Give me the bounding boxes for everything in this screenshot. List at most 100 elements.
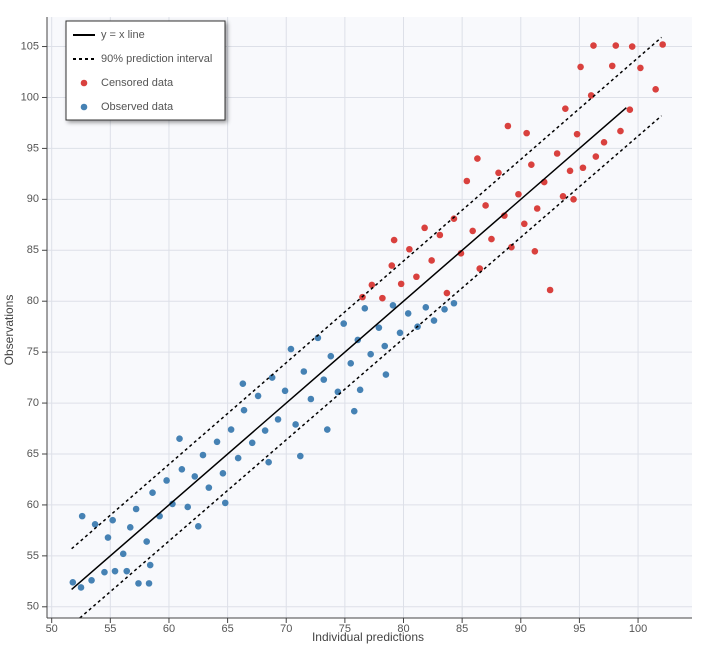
data-point: [194, 523, 202, 530]
data-point: [390, 236, 398, 244]
data-point: [104, 534, 112, 541]
legend-marker: [80, 79, 88, 87]
y-tick-label: 75: [27, 346, 39, 358]
data-point: [469, 227, 477, 235]
data-point: [559, 192, 567, 200]
data-point: [463, 177, 471, 185]
legend-box: [65, 20, 226, 121]
data-point: [546, 286, 554, 294]
legend-marker: [80, 103, 88, 111]
data-point: [577, 63, 584, 71]
data-point: [300, 368, 308, 375]
data-point: [508, 243, 515, 251]
data-point: [307, 395, 315, 403]
data-point: [78, 512, 86, 520]
data-point: [441, 306, 448, 313]
data-point: [219, 470, 227, 477]
data-point: [482, 202, 489, 209]
data-point: [626, 106, 634, 113]
data-point: [521, 220, 528, 228]
data-point: [637, 64, 644, 72]
data-point: [382, 371, 390, 378]
data-point: [274, 416, 282, 423]
data-point: [205, 484, 213, 491]
data-point: [356, 386, 364, 394]
data-point: [570, 196, 577, 203]
data-point: [145, 580, 153, 587]
data-point: [474, 155, 481, 162]
data-point: [443, 289, 451, 297]
data-point: [101, 568, 108, 576]
x-tick-label: 75: [339, 623, 351, 635]
data-point: [88, 577, 95, 584]
x-tick-label: 90: [515, 623, 527, 635]
legend-label: Observed data: [101, 101, 174, 113]
x-tick-label: 70: [280, 623, 292, 635]
data-point: [422, 304, 430, 311]
data-point: [126, 524, 134, 531]
x-axis-label: Individual predictions: [312, 630, 424, 644]
data-point: [347, 360, 355, 367]
data-point: [163, 477, 170, 484]
data-point: [381, 342, 389, 350]
data-point: [652, 86, 659, 93]
x-tick-label: 100: [629, 623, 647, 635]
data-point: [281, 387, 289, 395]
x-tick-label: 60: [163, 623, 175, 635]
data-point: [488, 235, 495, 243]
data-point: [590, 42, 597, 49]
y-tick-label: 65: [27, 448, 39, 460]
data-point: [375, 324, 383, 331]
data-point: [135, 580, 142, 587]
data-point: [109, 516, 116, 524]
data-point: [430, 317, 438, 324]
x-tick-label: 50: [46, 623, 58, 635]
data-point: [227, 426, 235, 433]
data-point: [69, 579, 77, 586]
reference-line: [71, 36, 663, 619]
data-point: [199, 451, 207, 459]
data-point: [146, 561, 154, 569]
data-point: [553, 150, 561, 157]
data-point: [379, 294, 386, 302]
x-tick-label: 95: [573, 623, 585, 635]
data-point: [234, 454, 242, 462]
data-point: [361, 305, 369, 312]
data-point: [213, 438, 221, 446]
data-point: [523, 129, 530, 137]
data-point: [396, 329, 404, 337]
y-axis-label: Observations: [2, 295, 16, 366]
data-point: [191, 473, 199, 480]
data-point: [323, 426, 331, 433]
y-tick-label: 85: [27, 244, 39, 256]
data-point: [221, 499, 229, 507]
y-tick-label: 80: [27, 295, 39, 307]
x-tick-label: 55: [104, 623, 116, 635]
data-point: [248, 439, 256, 447]
data-point: [143, 538, 150, 545]
legend: y = x line 90% prediction interval Censore…: [65, 20, 226, 121]
data-point: [169, 500, 176, 508]
data-point: [501, 212, 508, 219]
data-point: [176, 435, 183, 443]
data-point: [515, 190, 522, 198]
data-point: [436, 231, 444, 239]
x-tick-label: 65: [221, 623, 233, 635]
data-point: [240, 406, 248, 414]
data-point: [261, 427, 269, 434]
data-point: [292, 421, 299, 428]
legend-label: y = x line: [101, 29, 145, 41]
data-point: [573, 130, 581, 138]
y-tick-label: 105: [21, 40, 39, 52]
data-point: [566, 167, 574, 175]
data-point: [495, 169, 502, 177]
data-point: [397, 280, 405, 288]
y-tick-label: 100: [21, 91, 39, 103]
data-point: [628, 43, 636, 50]
data-point: [327, 352, 335, 360]
y-tick-label: 55: [27, 550, 39, 562]
data-point: [406, 245, 413, 253]
data-point: [476, 265, 484, 272]
data-point: [450, 299, 458, 307]
